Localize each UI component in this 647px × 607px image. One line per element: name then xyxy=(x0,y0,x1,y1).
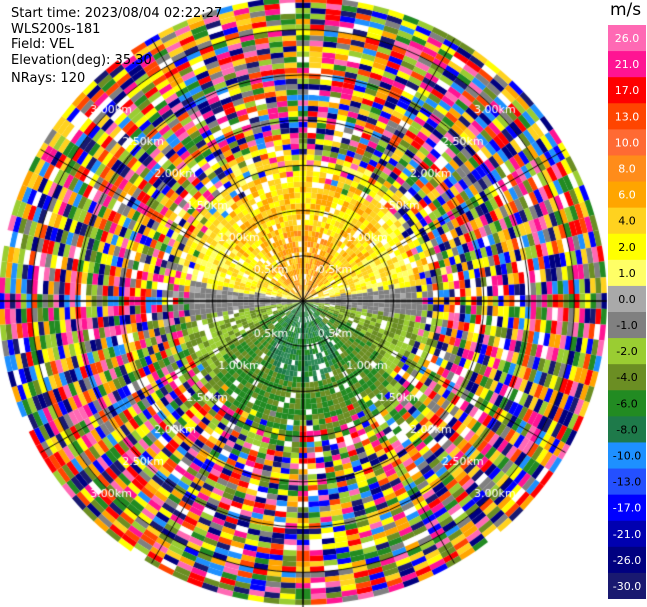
colorbar-segment xyxy=(608,442,646,470)
colorbar-segment xyxy=(608,468,646,496)
colorbar-segment xyxy=(608,103,646,130)
colorbar-segment xyxy=(608,572,646,599)
colorbar-segment xyxy=(608,338,646,365)
colorbar-title: m/s xyxy=(610,0,642,20)
colorbar-segment xyxy=(608,494,646,522)
colorbar-tick-label: -8.0 xyxy=(616,423,637,436)
colorbar-segment xyxy=(608,546,646,574)
colorbar-tick-label: 10.0 xyxy=(615,136,640,149)
start-time-label: Start time: 2023/08/04 02:22:27 xyxy=(11,6,223,21)
nrays-label: NRays: 120 xyxy=(11,71,86,86)
colorbar-tick-label: 4.0 xyxy=(618,215,636,228)
colorbar-tick-label: -4.0 xyxy=(616,371,637,384)
field-label: Field: VEL xyxy=(11,37,74,52)
instrument-label: WLS200s-181 xyxy=(11,22,101,37)
colorbar-segment xyxy=(608,285,646,313)
colorbar-segment xyxy=(608,233,646,261)
colorbar-tick-label: -10.0 xyxy=(613,450,641,463)
colorbar-tick-label: -30.0 xyxy=(613,580,641,593)
colorbar-tick-label: 13.0 xyxy=(615,110,640,123)
colorbar-segment xyxy=(608,25,646,52)
colorbar-segment xyxy=(608,51,646,78)
colorbar-segment xyxy=(608,181,646,209)
colorbar-tick-label: -1.0 xyxy=(616,319,637,332)
colorbar-tick-label: 2.0 xyxy=(618,241,636,254)
colorbar-segment xyxy=(608,364,646,391)
colorbar-segment xyxy=(608,155,646,183)
colorbar: 26.0 21.0 17.0 13.0 10.0 8.0 6.0 4.0 2.0 1.0 0.0 -1… xyxy=(608,25,646,599)
colorbar-tick-label: -6.0 xyxy=(616,397,637,410)
colorbar-tick-label: -26.0 xyxy=(613,554,641,567)
colorbar-segment xyxy=(608,77,646,104)
colorbar-tick-label: 26.0 xyxy=(615,32,640,45)
colorbar-tick-label: -21.0 xyxy=(613,528,641,541)
colorbar-segment xyxy=(608,390,646,417)
colorbar-tick-label: 8.0 xyxy=(618,163,636,176)
elevation-label: Elevation(deg): 35.30 xyxy=(11,53,152,68)
colorbar-tick-label: 1.0 xyxy=(618,267,636,280)
colorbar-tick-label: 6.0 xyxy=(618,189,636,202)
colorbar-tick-label: -17.0 xyxy=(613,502,641,515)
colorbar-segment xyxy=(608,259,646,287)
colorbar-tick-label: -2.0 xyxy=(616,345,637,358)
colorbar-tick-label: 0.0 xyxy=(618,293,636,306)
colorbar-tick-label: 21.0 xyxy=(615,58,640,71)
colorbar-segment xyxy=(608,416,646,443)
colorbar-segment xyxy=(608,312,646,339)
colorbar-tick-label: -13.0 xyxy=(613,476,641,489)
colorbar-segment xyxy=(608,520,646,548)
colorbar-tick-label: 17.0 xyxy=(615,84,640,97)
colorbar-segment xyxy=(608,129,646,156)
colorbar-segment xyxy=(608,207,646,235)
